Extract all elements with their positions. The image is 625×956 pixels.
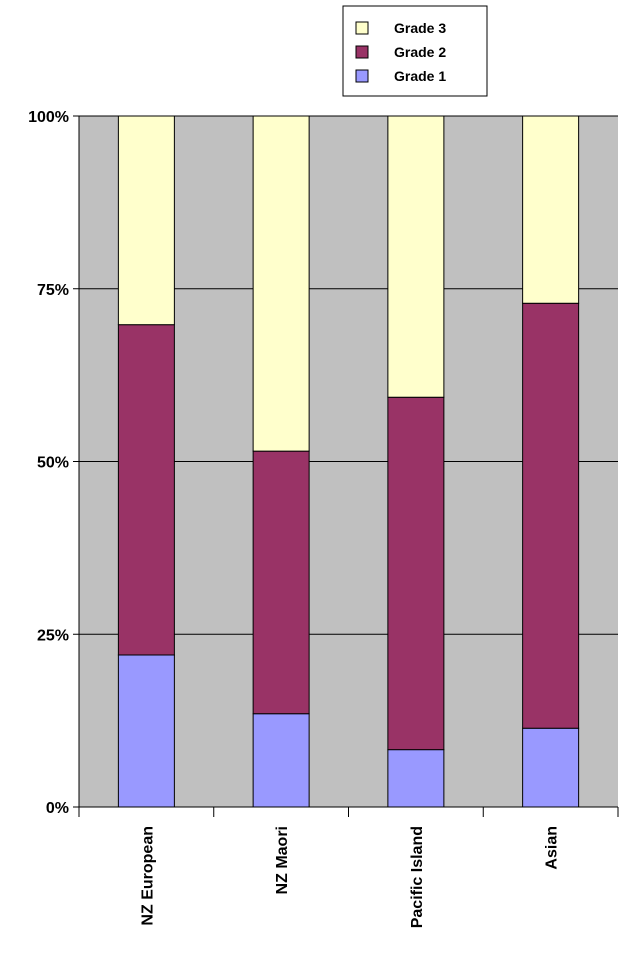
x-tick-label-nz-european: NZ European [139, 826, 156, 926]
y-tick-label-50: 50% [37, 455, 69, 472]
bar-nz-maori-grade-1 [252, 713, 310, 808]
y-tick-labels: 0% 25% 50% 75% 100% [28, 109, 69, 817]
y-tick-label-100: 100% [28, 109, 69, 126]
x-tick-label-pacific-island: Pacific Island [409, 826, 426, 928]
legend-label-grade-2: Grade 2 [394, 44, 446, 60]
bar-pacific-island-grade-2 [387, 396, 445, 751]
legend-swatch-grade-3 [355, 21, 369, 35]
bar-nz-maori-grade-3 [252, 115, 310, 452]
bar-pacific-island-grade-3 [387, 115, 445, 398]
y-tick-label-25: 25% [37, 627, 69, 644]
x-tick-label-asian: Asian [544, 826, 561, 870]
y-tick-label-75: 75% [37, 282, 69, 299]
bar-pacific-island-grade-1 [387, 749, 445, 808]
bar-nz-european-grade-3 [117, 115, 175, 326]
bar-nz-european-grade-1 [117, 654, 175, 808]
legend: Grade 3 Grade 2 Grade 1 [342, 5, 488, 97]
bars [117, 115, 580, 808]
x-tick-label-nz-maori: NZ Maori [274, 826, 291, 894]
axes [73, 115, 619, 817]
legend-label-grade-3: Grade 3 [394, 20, 446, 36]
bar-asian-grade-2 [522, 302, 580, 729]
y-tick-label-0: 0% [46, 800, 69, 817]
legend-swatch-grade-2 [355, 45, 369, 59]
bar-asian-grade-1 [522, 727, 580, 808]
x-tick-labels: NZ European NZ Maori Pacific Island Asian [139, 826, 560, 928]
bar-nz-european-grade-2 [117, 324, 175, 656]
legend-label-grade-1: Grade 1 [394, 68, 446, 84]
legend-swatch-grade-1 [355, 69, 369, 83]
bar-nz-maori-grade-2 [252, 450, 310, 715]
bar-asian-grade-3 [522, 115, 580, 304]
